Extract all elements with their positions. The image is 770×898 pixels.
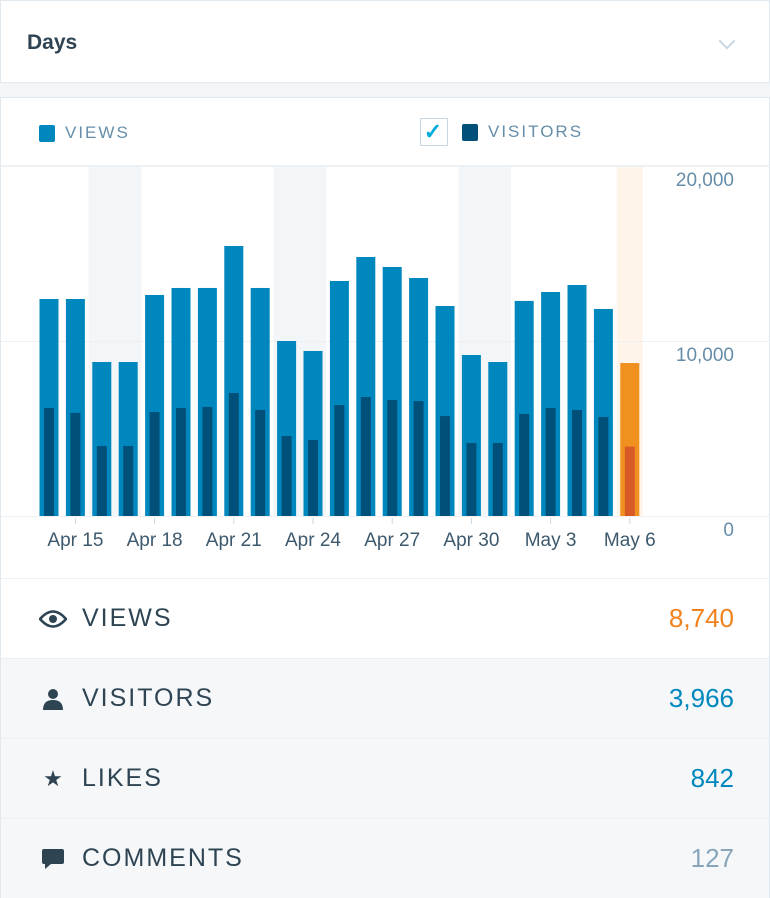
comment-icon <box>39 847 67 871</box>
visitors-bar[interactable] <box>598 416 609 516</box>
x-tick-label: Apr 27 <box>364 530 420 551</box>
visitors-bar[interactable] <box>255 409 266 516</box>
x-tick-label: May 6 <box>604 530 656 551</box>
legend-views-label: VIEWS <box>65 123 130 142</box>
visitors-bar[interactable] <box>572 409 582 516</box>
bar-chart: 20,000 10,000 0 Apr 15 Apr 18 Apr 21 Apr 24 Apr… <box>1 166 770 551</box>
x-tick-label: Apr 30 <box>443 530 499 551</box>
visitors-bar[interactable] <box>96 446 107 516</box>
legend-views: VIEWS <box>39 123 130 143</box>
stat-row-comments[interactable]: COMMENTS 127 <box>1 818 769 898</box>
visitors-bar[interactable] <box>519 413 530 516</box>
visitors-bar[interactable] <box>228 392 239 516</box>
y-tick-label: 0 <box>723 520 734 541</box>
visitors-bar[interactable] <box>70 412 81 516</box>
x-tick-label: Apr 18 <box>127 530 183 551</box>
visitors-bar[interactable] <box>360 397 371 516</box>
visitors-checkbox[interactable]: ✓ <box>420 118 448 146</box>
visitors-bar[interactable] <box>492 443 503 516</box>
x-tick-label: Apr 15 <box>47 530 103 551</box>
legend-visitors: ✓ VISITORS <box>420 118 583 146</box>
stat-row-views[interactable]: VIEWS 8,740 <box>1 578 769 658</box>
stat-label: COMMENTS <box>82 844 244 872</box>
x-tick-label: May 3 <box>525 530 577 551</box>
visitors-bar[interactable] <box>545 408 556 516</box>
y-tick-label: 10,000 <box>676 345 734 366</box>
star-icon: ★ <box>43 765 63 791</box>
stats-chart-card: VIEWS ✓ VISITORS 20,000 10,000 0 Apr 15 Apr … <box>0 97 770 898</box>
visitors-bar[interactable] <box>281 436 292 516</box>
views-swatch <box>39 124 55 142</box>
visitors-bar[interactable] <box>624 446 635 516</box>
stat-row-visitors[interactable]: VISITORS 3,966 <box>1 658 769 738</box>
legend-visitors-label: VISITORS <box>488 122 584 141</box>
visitors-bar[interactable] <box>149 412 160 516</box>
visitors-bar[interactable] <box>387 399 398 516</box>
stat-value: 127 <box>690 843 734 873</box>
chart-legend: VIEWS ✓ VISITORS <box>1 98 769 166</box>
stat-value: 842 <box>690 763 734 793</box>
period-select[interactable]: Days <box>0 0 770 83</box>
stat-row-likes[interactable]: ★ LIKES 842 <box>1 738 769 818</box>
visitors-bar[interactable] <box>440 416 450 516</box>
visitors-bar[interactable] <box>44 408 54 516</box>
eye-icon <box>39 609 67 628</box>
visitors-bar[interactable] <box>334 405 345 516</box>
visitors-bar[interactable] <box>123 446 134 516</box>
x-tick-label: Apr 24 <box>285 530 341 551</box>
checkmark-icon: ✓ <box>423 119 445 144</box>
stat-label: VIEWS <box>82 604 173 632</box>
visitors-bar[interactable] <box>308 440 318 516</box>
stat-value: 8,740 <box>668 603 734 633</box>
visitors-bar[interactable] <box>176 408 186 516</box>
period-label: Days <box>27 31 78 54</box>
person-icon <box>39 688 67 710</box>
visitors-bar[interactable] <box>413 401 424 516</box>
chevron-down-icon[interactable] <box>718 32 736 50</box>
x-tick-label: Apr 21 <box>206 530 262 551</box>
visitors-bar[interactable] <box>466 443 477 516</box>
stat-label: VISITORS <box>82 684 215 712</box>
y-tick-label: 20,000 <box>676 170 734 191</box>
visitors-swatch <box>462 123 478 141</box>
stat-value: 3,966 <box>668 683 734 713</box>
visitors-bar[interactable] <box>202 406 213 516</box>
stat-label: LIKES <box>82 764 163 792</box>
